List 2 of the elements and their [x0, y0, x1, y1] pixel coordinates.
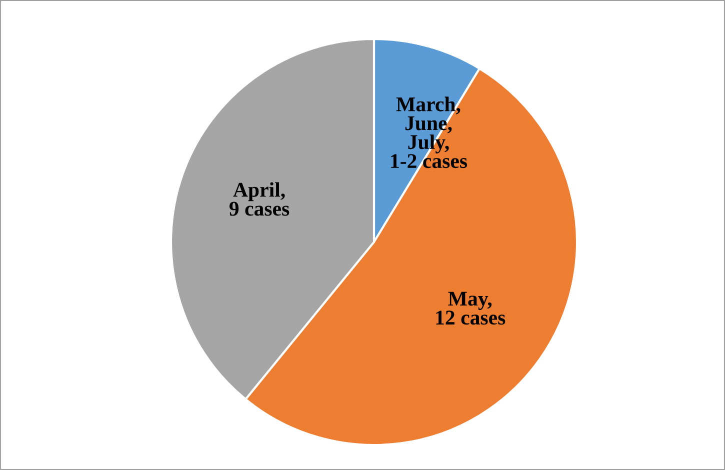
slice-label: May, 12 cases: [436, 292, 506, 325]
slice-label: April, 9 cases: [229, 182, 290, 216]
